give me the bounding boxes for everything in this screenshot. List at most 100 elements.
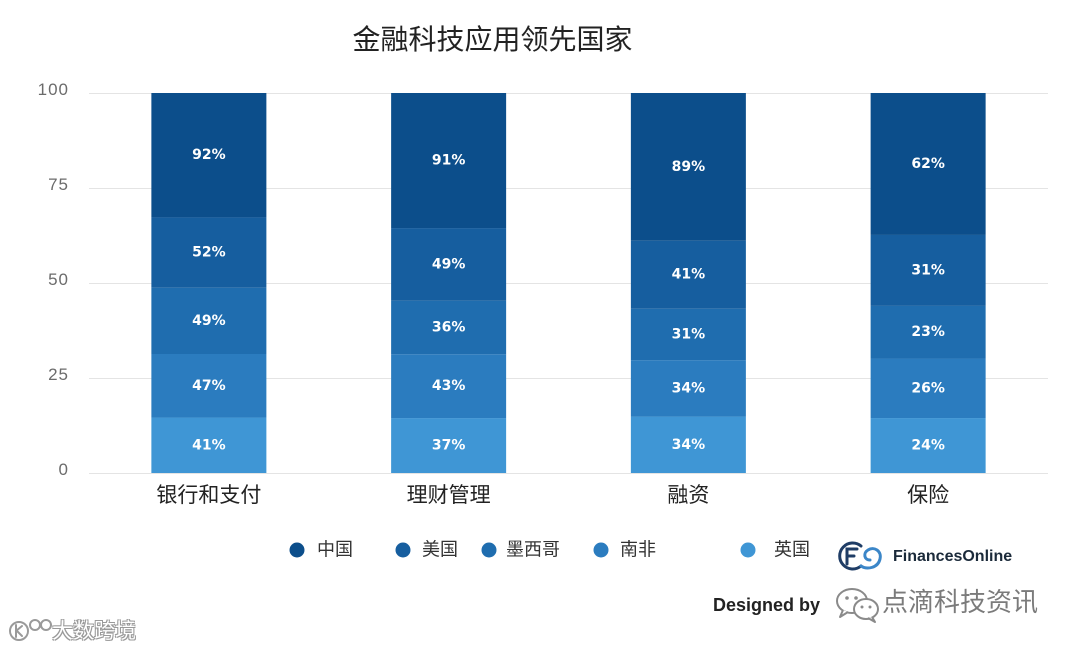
data-label-value: 34 (672, 437, 692, 453)
data-label-value: 36 (432, 320, 451, 336)
legend-label-5: 英国 (774, 540, 810, 561)
logo-mark (15, 624, 23, 638)
bar-segment-4-1 (870, 93, 986, 235)
bars: 41%47%49%52%92%37%43%36%49%91%34%34%31%4… (151, 93, 986, 473)
legend-marker-2 (395, 542, 411, 558)
legend-label-4: 南非 (620, 540, 656, 561)
data-label-unit: % (451, 438, 465, 454)
legend-marker-1 (289, 542, 305, 558)
wechat-bubble-small-tail (867, 616, 876, 623)
data-label-unit: % (212, 147, 226, 163)
data-label-3-4: 34% (672, 380, 706, 396)
dashu-logo-icon (9, 619, 52, 641)
data-label-unit: % (451, 320, 465, 336)
logo-dot (40, 619, 52, 631)
data-label-value: 31 (672, 326, 691, 342)
bar-segment-3-2 (630, 240, 746, 309)
legend-item-4: 南非 (593, 540, 656, 561)
financesonline-logo-icon (838, 541, 882, 571)
wechat-bubble-large-tail (839, 609, 849, 618)
data-label-3-2: 41% (672, 267, 706, 283)
data-label-3-3: 31% (672, 326, 706, 342)
legend-marker-3 (481, 542, 497, 558)
data-label-value: 49 (432, 256, 451, 272)
data-label-4-1: 62% (911, 156, 945, 172)
legend-label-1: 中国 (317, 540, 353, 561)
data-label-value: 41 (672, 267, 691, 283)
data-label-4-4: 26% (911, 380, 945, 396)
data-label-value: 91 (432, 153, 451, 169)
data-label-unit: % (691, 326, 705, 342)
data-label-unit: % (451, 153, 465, 169)
wechat-watermark-text: 点滴科技资讯 (882, 588, 1039, 618)
bar-segment-1-5 (151, 417, 267, 473)
x-axis-category-labels: 银行和支付 理财管理 融资 保险 (156, 483, 949, 507)
wechat-eye (845, 596, 849, 600)
wechat-eye (854, 596, 858, 600)
category-label-2: 理财管理 (407, 483, 491, 507)
data-label-unit: % (691, 159, 705, 175)
data-label-value: 92 (192, 147, 211, 163)
data-label-2-5: 37% (432, 438, 466, 454)
data-label-unit: % (212, 437, 226, 453)
logo-letter-f (845, 547, 859, 566)
data-label-4-2: 31% (911, 262, 945, 278)
y-tick-label-0: 0 (59, 460, 69, 479)
y-tick-label-50: 50 (48, 270, 69, 289)
data-label-4-5: 24% (911, 438, 945, 454)
data-label-value: 31 (911, 262, 930, 278)
data-label-value: 34 (672, 380, 692, 396)
data-label-value: 49 (192, 313, 211, 329)
data-label-value: 52 (192, 245, 211, 261)
data-label-3-1: 89% (672, 159, 706, 175)
bar-segment-2-4 (391, 354, 507, 419)
y-axis-tick-labels: 0 25 50 75 100 (38, 80, 69, 479)
logo-dot (29, 619, 41, 631)
y-tick-label-25: 25 (48, 365, 69, 384)
legend-item-3: 墨西哥 (481, 540, 560, 561)
legend-item-2: 美国 (395, 540, 458, 561)
bar-4: 24%26%23%31%62% (870, 93, 986, 473)
data-label-unit: % (931, 380, 945, 396)
data-label-unit: % (451, 378, 465, 394)
data-label-unit: % (451, 256, 465, 272)
bar-1: 41%47%49%52%92% (151, 93, 267, 473)
designed-by-label: Designed by (713, 595, 821, 615)
data-label-unit: % (931, 156, 945, 172)
data-label-value: 24 (911, 438, 931, 454)
bar-segment-1-4 (151, 353, 267, 418)
data-label-3-5: 34% (672, 437, 706, 453)
bar-segment-4-2 (870, 234, 986, 306)
wechat-icon (836, 588, 879, 623)
legend: 中国 美国 墨西哥 南非 英国 (289, 540, 810, 561)
wechat-eye (868, 605, 872, 609)
data-label-1-4: 47% (192, 378, 226, 394)
bar-segment-2-5 (391, 418, 507, 473)
data-label-unit: % (931, 438, 945, 454)
logo-ring (9, 621, 29, 641)
data-label-unit: % (212, 245, 226, 261)
bar-segment-3-5 (630, 416, 746, 473)
bar-segment-2-3 (391, 300, 507, 355)
bar-segment-3-3 (630, 308, 746, 361)
data-label-1-3: 49% (192, 313, 226, 329)
bar-segment-4-5 (870, 418, 986, 473)
bar-segment-4-4 (870, 358, 986, 419)
data-label-value: 26 (911, 380, 930, 396)
data-label-1-2: 52% (192, 245, 226, 261)
brand-name: FinancesOnline (893, 548, 1013, 565)
bar-segment-3-4 (630, 360, 746, 417)
wechat-eye (860, 605, 864, 609)
bar-segment-1-2 (151, 217, 267, 288)
data-label-unit: % (691, 380, 705, 396)
y-tick-label-75: 75 (48, 175, 69, 194)
data-label-1-1: 92% (192, 147, 226, 163)
category-label-1: 银行和支付 (156, 483, 261, 507)
y-tick-label-100: 100 (38, 80, 69, 99)
logo-left-loop (838, 541, 863, 571)
wechat-bubble-small (853, 598, 879, 620)
data-label-1-5: 41% (192, 437, 226, 453)
data-label-unit: % (212, 313, 226, 329)
data-label-2-3: 36% (432, 320, 466, 336)
